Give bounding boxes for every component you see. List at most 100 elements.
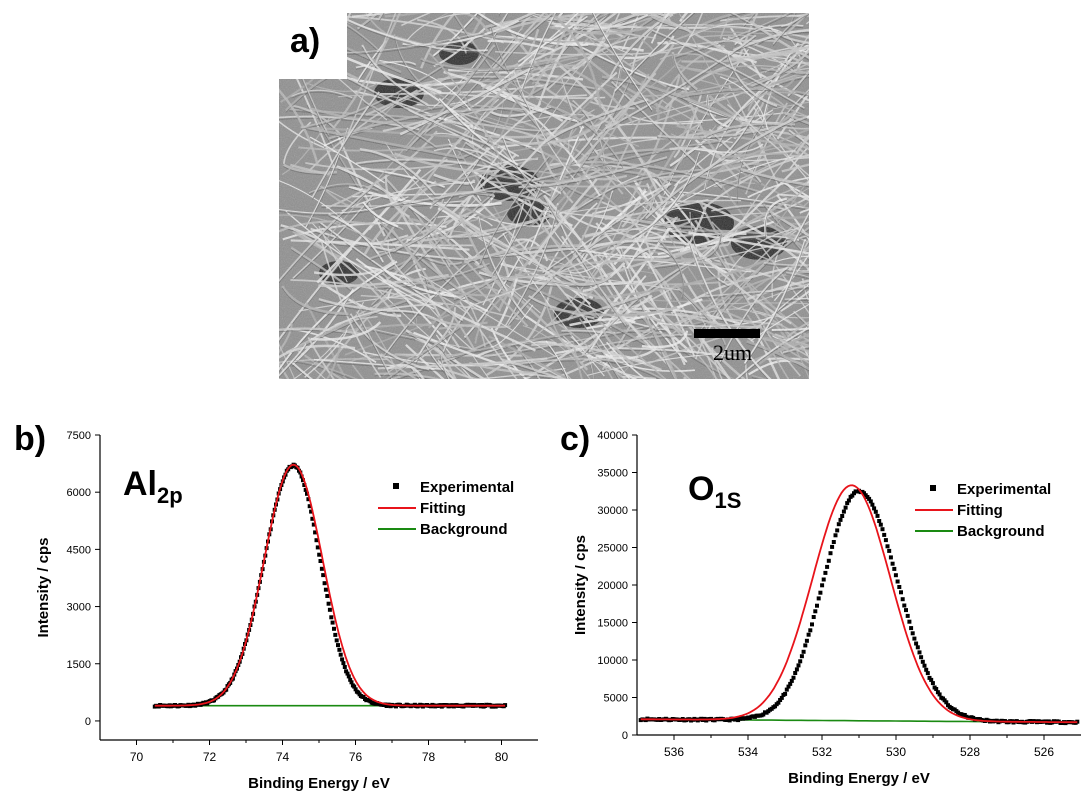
sem-label-background	[279, 13, 347, 79]
experimental-point	[823, 570, 828, 575]
y-tick-label: 40000	[597, 430, 628, 442]
experimental-point	[900, 597, 905, 602]
experimental-point	[815, 603, 819, 608]
legend-experimental-marker	[930, 485, 936, 491]
experimental-point	[773, 704, 777, 709]
experimental-point	[925, 671, 930, 676]
experimental-point	[345, 671, 350, 676]
legend-experimental-label: Experimental	[957, 481, 1051, 498]
experimental-point	[313, 530, 318, 535]
x-tick-label: 534	[738, 745, 758, 759]
peak-label: O1S	[688, 470, 741, 513]
experimental-point	[323, 587, 328, 592]
experimental-point	[803, 643, 808, 648]
experimental-point	[791, 675, 796, 680]
experimental-point	[799, 654, 804, 659]
experimental-point	[341, 661, 346, 666]
experimental-point	[883, 538, 888, 543]
experimental-point	[804, 638, 809, 643]
experimental-point	[905, 613, 910, 618]
experimental-point	[934, 687, 939, 691]
experimental-point	[818, 590, 823, 595]
experimental-point	[840, 514, 845, 518]
experimental-point	[349, 680, 354, 685]
experimental-point	[340, 657, 345, 662]
experimental-point	[322, 581, 327, 586]
experimental-point	[892, 566, 897, 571]
legend-experimental-label: Experimental	[420, 479, 514, 496]
experimental-point	[833, 533, 838, 538]
y-tick-label: 0	[622, 730, 628, 742]
experimental-point	[875, 513, 880, 518]
legend-background-label: Background	[957, 523, 1045, 540]
experimental-point	[922, 663, 927, 668]
experimental-point	[788, 681, 793, 686]
experimental-point	[318, 559, 323, 563]
y-tick-label: 1500	[67, 659, 91, 671]
y-tick-label: 0	[85, 716, 91, 728]
x-tick-label: 72	[203, 750, 217, 764]
y-tick-label: 20000	[597, 580, 628, 592]
experimental-point	[793, 671, 798, 675]
experimental-point	[924, 667, 929, 672]
experimental-point	[776, 700, 781, 705]
experimental-point	[835, 528, 840, 533]
experimental-point	[873, 509, 878, 514]
x-tick-label: 78	[422, 750, 436, 764]
experimental-point	[302, 483, 307, 487]
y-tick-label: 4500	[67, 544, 91, 556]
experimental-point	[348, 677, 353, 682]
experimental-point	[890, 561, 895, 566]
x-axis-label: Binding Energy / eV	[788, 770, 930, 787]
y-tick-label: 15000	[597, 618, 628, 630]
experimental-point	[353, 687, 358, 692]
experimental-point	[929, 677, 934, 682]
experimental-point	[878, 522, 883, 527]
x-tick-label: 532	[812, 745, 832, 759]
y-axis-label: Intensity / cps	[575, 535, 589, 635]
y-tick-label: 25000	[597, 543, 628, 555]
experimental-point	[314, 538, 319, 543]
experimental-point	[332, 626, 336, 631]
experimental-point	[843, 505, 848, 510]
experimental-point	[794, 667, 799, 672]
x-tick-label: 530	[886, 745, 906, 759]
scale-bar	[694, 329, 760, 338]
panel-a-label-overlay: a)	[290, 22, 321, 60]
y-axis-label: Intensity / cps	[35, 537, 52, 637]
experimental-point	[910, 631, 915, 636]
experimental-point	[828, 551, 833, 556]
experimental-point	[338, 652, 343, 657]
legend: Experimental Fitting Background	[915, 481, 1051, 540]
experimental-point	[845, 501, 850, 506]
experimental-point	[850, 493, 855, 498]
experimental-point	[919, 655, 924, 660]
series-fitting-line	[154, 463, 506, 707]
experimental-point	[310, 516, 315, 521]
experimental-point	[317, 552, 322, 557]
experimental-point	[337, 647, 342, 652]
experimental-point	[944, 700, 949, 705]
experimental-point	[885, 544, 890, 549]
x-tick-label: 76	[349, 750, 363, 764]
experimental-point	[325, 594, 330, 598]
experimental-point	[838, 517, 843, 522]
experimental-point	[902, 603, 907, 608]
experimental-point	[821, 577, 826, 582]
experimental-point	[326, 601, 331, 606]
experimental-point	[816, 596, 821, 601]
experimental-point	[825, 564, 830, 569]
experimental-point	[796, 663, 801, 668]
legend-fitting-label: Fitting	[957, 502, 1003, 519]
experimental-point	[935, 690, 940, 695]
experimental-point	[810, 622, 814, 627]
legend-background-label: Background	[420, 521, 508, 538]
experimental-point	[303, 487, 308, 492]
experimental-point	[895, 579, 900, 584]
experimental-point	[820, 583, 825, 588]
x-tick-label: 70	[130, 750, 144, 764]
experimental-point	[342, 665, 347, 669]
experimental-point	[778, 698, 783, 702]
experimental-point	[907, 619, 912, 624]
experimental-point	[870, 502, 875, 507]
